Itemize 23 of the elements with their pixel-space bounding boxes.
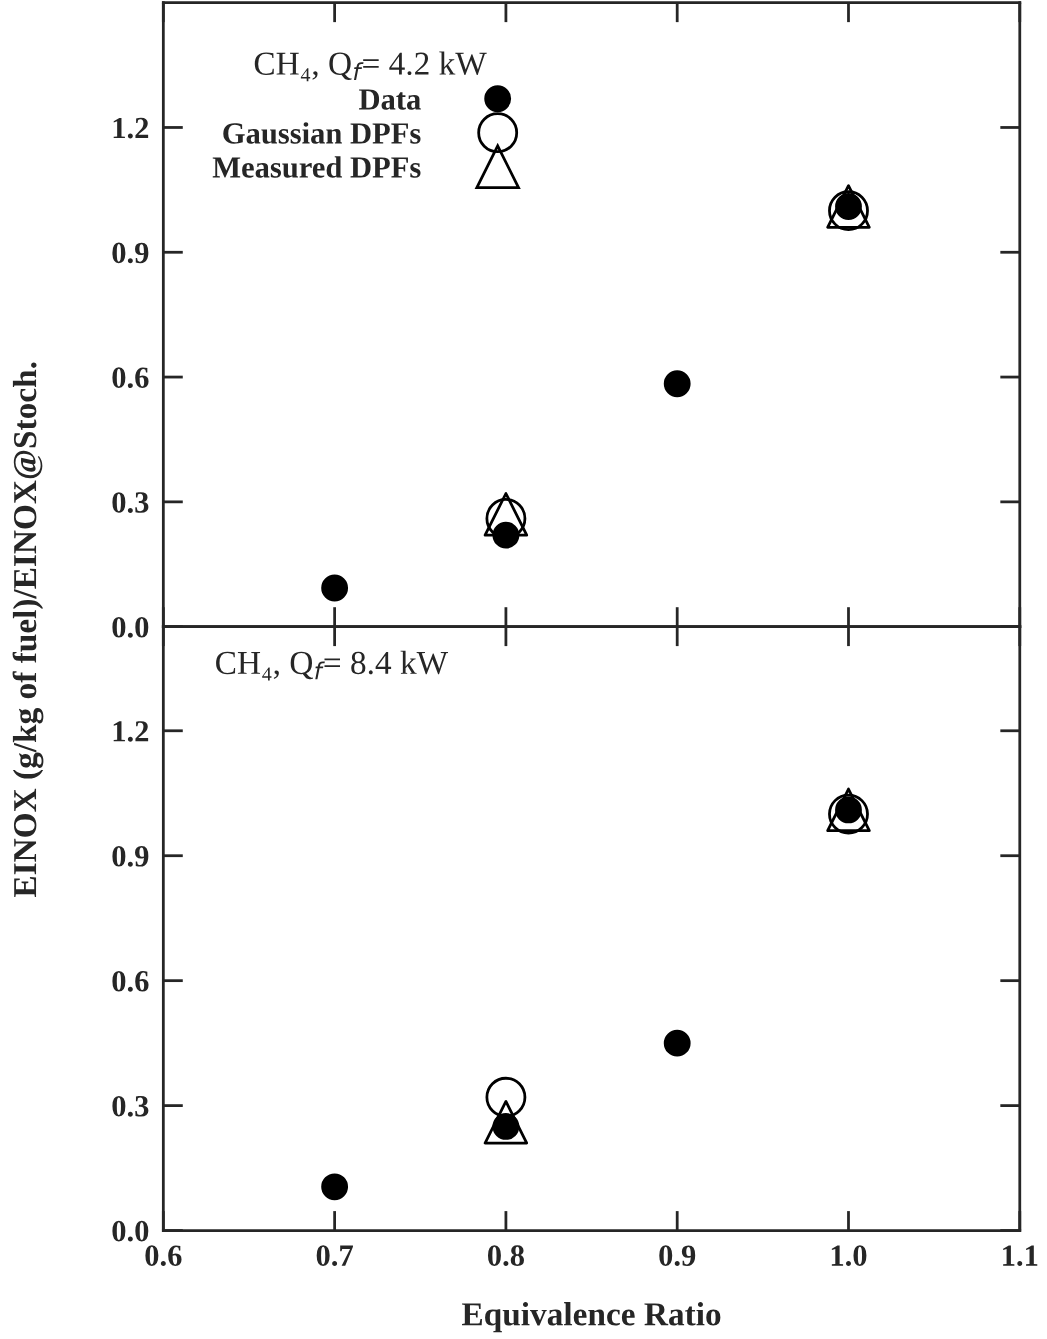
y-tick-label: 0.3 [112,492,149,513]
annotation: CH₄, Q$_{f}$= 8.4 kW [216,650,449,681]
y-tick-label: 0.3 [112,1095,149,1117]
legend-title: CH₄, Q$_{f}$= 4.2 kW [254,51,487,82]
x-tick-label: 0.6 [145,1245,182,1267]
x-tick-label: 1.0 [831,1245,867,1267]
x-tick-label: 1.1 [1003,1245,1038,1267]
x-tick-label: 0.7 [316,1245,353,1267]
x-axis-title: Equivalence Ratio [462,1302,721,1333]
y-tick-label: 0.6 [112,367,149,389]
y-tick-label: 0.0 [112,1220,149,1242]
y-tick-label: 0.0 [112,616,149,638]
y-tick-label: 1.2 [113,117,149,139]
legend-label: Gaussian DPFs [223,122,421,144]
legend-label: Measured DPFs [212,156,421,178]
y-tick-label: 1.2 [113,721,149,742]
y-axis-title: EINOX (g/kg of fuel)/EINOX@Stoch. [12,362,44,898]
y-tick-label: 0.6 [112,970,149,992]
x-tick-label: 0.8 [487,1245,524,1267]
x-tick-label: 0.9 [659,1245,696,1267]
legend-label: Data [359,89,421,110]
y-tick-label: 0.9 [112,846,149,867]
y-tick-label: 0.9 [112,242,149,264]
